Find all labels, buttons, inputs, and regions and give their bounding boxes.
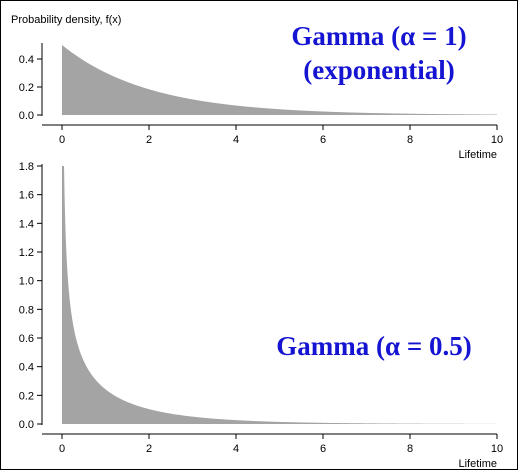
panel2-y-tick-label: 0.2 [19,390,34,402]
panel1-title-line: Gamma (α = 1) [291,21,466,51]
panel2-x-tick-label: 0 [59,443,65,455]
panel1-y-tick-label: 0.2 [19,82,34,94]
panel1-y-tick-label: 0.0 [19,110,34,122]
panel2-y-tick-label: 0.6 [19,333,34,345]
panel2-y-tick-label: 1.2 [19,247,34,259]
panel2-x-tick-label: 10 [491,443,503,455]
panel1-x-tick-label: 4 [233,134,239,146]
panel2-y-tick-label: 1.0 [19,276,34,288]
panel1-y-axis-title: Probability density, f(x) [11,14,121,26]
panel2-x-tick-label: 4 [233,443,239,455]
panel1-x-tick-label: 10 [491,134,503,146]
panel2-y-tick-label: 1.4 [19,218,34,230]
panel2-y-tick-label: 1.8 [19,161,34,173]
panel1-x-tick-label: 2 [146,134,152,146]
panel1-title-line: (exponential) [303,55,455,85]
panel2-title-line: Gamma (α = 0.5) [276,331,471,361]
panel1-x-axis-title: Lifetime [458,149,497,161]
panel1-x-tick-label: 0 [59,134,65,146]
panel2-x-tick-label: 2 [146,443,152,455]
panel1-x-tick-label: 6 [320,134,326,146]
panel2-y-tick-label: 1.6 [19,190,34,202]
panel1-x-tick-label: 8 [407,134,413,146]
panel2-x-axis-title: Lifetime [458,458,497,469]
panel2-density-area [62,166,497,424]
panel2-y-tick-label: 0.0 [19,419,34,431]
panel2-y-tick-label: 0.8 [19,304,34,316]
panel2-x-tick-label: 6 [320,443,326,455]
panel2-y-tick-label: 0.4 [19,362,34,374]
panel2-x-tick-label: 8 [407,443,413,455]
panel1-density-area [62,45,497,115]
panel1-y-tick-label: 0.4 [19,54,34,66]
